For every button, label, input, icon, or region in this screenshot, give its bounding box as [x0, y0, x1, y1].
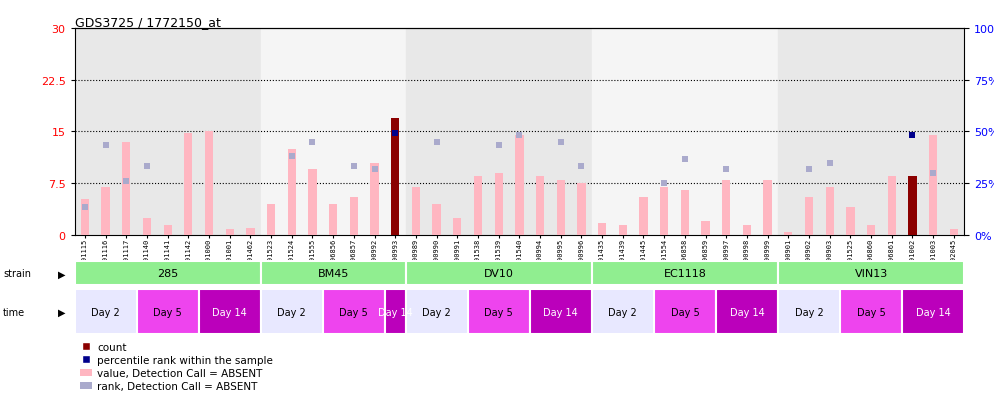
Bar [929, 135, 937, 235]
Bar [557, 180, 565, 235]
Bar [287, 150, 296, 235]
Bar [949, 230, 958, 235]
Text: time: time [3, 307, 25, 317]
Bar [385, 290, 406, 334]
Bar [260, 290, 323, 334]
Bar [122, 142, 130, 235]
Bar [909, 177, 916, 235]
Bar [888, 177, 896, 235]
Bar [515, 135, 524, 235]
Bar [75, 290, 136, 334]
Bar [660, 187, 668, 235]
Bar [784, 232, 792, 235]
Bar [474, 177, 482, 235]
Bar [702, 222, 710, 235]
Bar [681, 191, 689, 235]
Bar [329, 204, 337, 235]
Bar [716, 290, 778, 334]
Bar [846, 208, 855, 235]
Bar [406, 290, 467, 334]
Bar [654, 290, 716, 334]
Text: ▶: ▶ [58, 307, 66, 317]
Legend: count, percentile rank within the sample, value, Detection Call = ABSENT, rank, : count, percentile rank within the sample… [80, 342, 273, 391]
Bar [722, 180, 731, 235]
Text: strain: strain [3, 269, 31, 279]
Bar [199, 290, 260, 334]
Text: Day 14: Day 14 [544, 307, 579, 317]
Text: VIN13: VIN13 [855, 268, 888, 279]
Text: Day 5: Day 5 [340, 307, 368, 317]
Text: GDS3725 / 1772150_at: GDS3725 / 1772150_at [75, 16, 221, 29]
Bar [778, 29, 964, 235]
Text: DV10: DV10 [484, 268, 514, 279]
Text: Day 2: Day 2 [794, 307, 823, 317]
Bar [81, 199, 89, 235]
Text: ▶: ▶ [58, 269, 66, 279]
Text: Day 14: Day 14 [378, 307, 413, 317]
Text: Day 5: Day 5 [671, 307, 699, 317]
Bar [467, 290, 530, 334]
Bar [495, 173, 503, 235]
Text: EC1118: EC1118 [663, 268, 707, 279]
Text: Day 2: Day 2 [608, 307, 637, 317]
Bar [406, 261, 591, 286]
Bar [101, 187, 109, 235]
Text: Day 5: Day 5 [857, 307, 886, 317]
Bar [536, 177, 544, 235]
Bar [840, 290, 903, 334]
Bar [778, 261, 964, 286]
Bar [163, 225, 172, 235]
Bar [308, 170, 317, 235]
Bar [323, 290, 385, 334]
Bar [371, 163, 379, 235]
Text: Day 14: Day 14 [915, 307, 950, 317]
Bar [598, 223, 606, 235]
Bar [530, 290, 591, 334]
Text: Day 14: Day 14 [213, 307, 248, 317]
Bar [75, 261, 260, 286]
Bar [805, 197, 813, 235]
Bar [578, 184, 585, 235]
Bar [260, 29, 406, 235]
Bar [143, 218, 151, 235]
Bar [184, 133, 193, 235]
Bar [591, 290, 654, 334]
Bar [247, 228, 254, 235]
Bar [639, 197, 648, 235]
Bar [591, 261, 778, 286]
Bar [778, 290, 840, 334]
Text: Day 5: Day 5 [484, 307, 513, 317]
Bar [75, 29, 260, 235]
Bar [763, 180, 771, 235]
Text: Day 2: Day 2 [422, 307, 451, 317]
Bar [412, 187, 420, 235]
Bar [267, 204, 275, 235]
Bar [743, 225, 751, 235]
Bar [867, 225, 876, 235]
Bar [260, 261, 406, 286]
Bar [350, 197, 358, 235]
Bar [136, 290, 199, 334]
Bar [205, 132, 213, 235]
Text: Day 5: Day 5 [153, 307, 182, 317]
Text: Day 2: Day 2 [277, 307, 306, 317]
Bar [826, 187, 834, 235]
Text: BM45: BM45 [317, 268, 349, 279]
Bar [618, 225, 627, 235]
Bar [406, 29, 591, 235]
Text: 285: 285 [157, 268, 178, 279]
Bar [453, 218, 461, 235]
Bar [591, 29, 778, 235]
Text: Day 14: Day 14 [730, 307, 764, 317]
Bar [391, 119, 400, 235]
Bar [432, 204, 440, 235]
Text: Day 2: Day 2 [91, 307, 120, 317]
Bar [226, 230, 234, 235]
Bar [903, 290, 964, 334]
